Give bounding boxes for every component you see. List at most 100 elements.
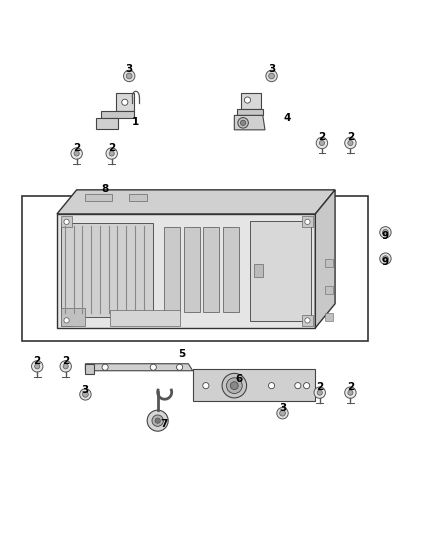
Circle shape (305, 219, 310, 224)
Text: 7: 7 (161, 419, 168, 429)
Bar (110, 310, 180, 326)
Circle shape (317, 390, 322, 395)
Circle shape (60, 361, 71, 372)
Circle shape (222, 374, 247, 398)
Text: 3: 3 (126, 64, 133, 75)
Circle shape (295, 383, 301, 389)
Text: 6: 6 (235, 374, 242, 384)
Circle shape (383, 230, 389, 235)
Bar (203, 227, 219, 312)
Circle shape (345, 387, 356, 398)
Circle shape (63, 364, 68, 369)
Text: 4: 4 (283, 112, 290, 123)
Text: 3: 3 (279, 402, 286, 413)
Text: 2: 2 (347, 382, 354, 392)
Polygon shape (237, 109, 263, 115)
Text: 3: 3 (82, 385, 89, 395)
Circle shape (32, 361, 43, 372)
Text: 2: 2 (34, 356, 41, 366)
Circle shape (345, 138, 356, 149)
Polygon shape (57, 214, 315, 328)
Bar (85, 194, 112, 201)
Circle shape (152, 415, 163, 426)
Text: 2: 2 (73, 143, 80, 154)
Circle shape (348, 140, 353, 146)
Circle shape (150, 364, 156, 370)
Circle shape (106, 148, 117, 159)
Circle shape (348, 390, 353, 395)
Bar (22, 197, 368, 341)
Bar (223, 227, 239, 312)
Circle shape (109, 151, 114, 156)
Bar (250, 221, 311, 321)
Text: 8: 8 (102, 183, 109, 193)
Circle shape (80, 389, 91, 400)
Bar (129, 194, 147, 201)
Circle shape (383, 256, 389, 262)
Bar (61, 314, 72, 326)
Text: 3: 3 (268, 64, 275, 75)
Polygon shape (241, 93, 261, 109)
Text: 5: 5 (178, 349, 185, 359)
Polygon shape (234, 115, 265, 130)
Circle shape (71, 148, 82, 159)
Circle shape (203, 383, 209, 389)
Polygon shape (315, 190, 335, 328)
Circle shape (126, 73, 132, 79)
Circle shape (238, 118, 248, 128)
Bar (325, 286, 333, 294)
Bar (61, 223, 153, 317)
Circle shape (226, 378, 242, 393)
Circle shape (244, 97, 251, 103)
Circle shape (266, 70, 277, 82)
Polygon shape (57, 190, 335, 214)
Polygon shape (193, 368, 315, 401)
Text: 9: 9 (382, 231, 389, 241)
Circle shape (122, 99, 128, 106)
Text: 2: 2 (108, 143, 115, 154)
Text: 1: 1 (132, 117, 139, 127)
Bar (325, 260, 333, 267)
Text: 9: 9 (382, 257, 389, 267)
Circle shape (124, 70, 135, 82)
Circle shape (319, 140, 325, 146)
Circle shape (314, 387, 325, 398)
Polygon shape (96, 118, 118, 128)
Bar (164, 227, 180, 312)
Text: 2: 2 (347, 132, 354, 142)
Circle shape (177, 364, 183, 370)
Polygon shape (85, 364, 193, 371)
Circle shape (147, 410, 168, 431)
Text: 2: 2 (318, 132, 325, 142)
Circle shape (305, 318, 310, 323)
Circle shape (316, 138, 328, 149)
Polygon shape (116, 93, 134, 111)
Text: 2: 2 (62, 356, 69, 366)
Circle shape (279, 410, 285, 416)
Circle shape (240, 120, 246, 125)
Circle shape (268, 383, 275, 389)
Text: 2: 2 (316, 382, 323, 392)
Circle shape (155, 418, 160, 423)
Circle shape (277, 408, 288, 419)
Circle shape (380, 253, 391, 264)
Bar (61, 308, 85, 326)
Bar (325, 313, 333, 320)
Circle shape (82, 392, 88, 397)
Bar (302, 314, 313, 326)
Circle shape (269, 73, 274, 79)
Bar (184, 227, 200, 312)
Circle shape (380, 227, 391, 238)
Polygon shape (85, 364, 94, 374)
Circle shape (35, 364, 40, 369)
Polygon shape (101, 111, 134, 118)
Circle shape (64, 219, 69, 224)
Circle shape (230, 382, 238, 390)
Bar (61, 216, 72, 227)
Circle shape (74, 151, 79, 156)
Bar (254, 264, 263, 278)
Circle shape (102, 364, 108, 370)
Circle shape (64, 318, 69, 323)
Circle shape (304, 383, 310, 389)
Bar (302, 216, 313, 227)
